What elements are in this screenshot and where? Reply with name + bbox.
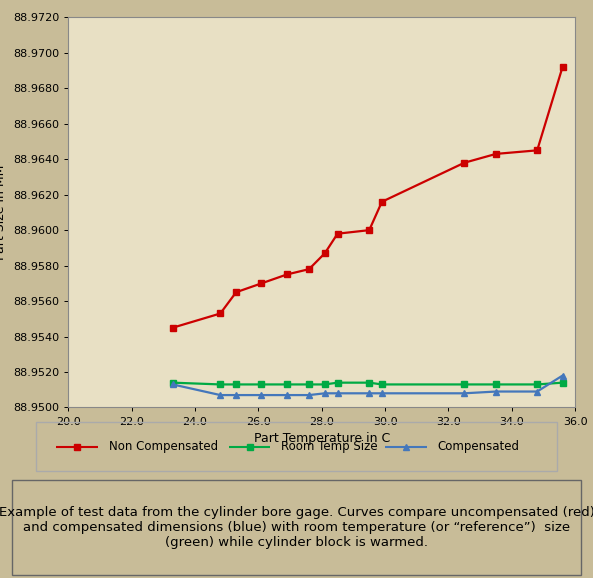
Non Compensated: [378, 198, 385, 205]
Text: Compensated: Compensated: [438, 440, 519, 453]
Compensated: [559, 372, 566, 379]
Non Compensated: [232, 289, 240, 296]
Compensated: [169, 381, 176, 388]
Compensated: [334, 390, 341, 397]
Room Temp Size: [169, 379, 176, 386]
Non Compensated: [321, 250, 329, 257]
Compensated: [378, 390, 385, 397]
Room Temp Size: [492, 381, 499, 388]
Compensated: [217, 392, 224, 399]
Compensated: [534, 388, 541, 395]
Line: Non Compensated: Non Compensated: [170, 64, 566, 331]
Compensated: [321, 390, 329, 397]
Room Temp Size: [283, 381, 291, 388]
Room Temp Size: [305, 381, 313, 388]
X-axis label: Part Temperature in C: Part Temperature in C: [254, 432, 390, 445]
Room Temp Size: [534, 381, 541, 388]
Compensated: [305, 392, 313, 399]
Text: Room Temp Size: Room Temp Size: [281, 440, 378, 453]
Non Compensated: [283, 271, 291, 278]
Non Compensated: [461, 160, 468, 166]
Room Temp Size: [366, 379, 373, 386]
Line: Room Temp Size: Room Temp Size: [170, 380, 566, 388]
Room Temp Size: [217, 381, 224, 388]
Compensated: [366, 390, 373, 397]
Compensated: [461, 390, 468, 397]
Non Compensated: [492, 150, 499, 157]
Non Compensated: [534, 147, 541, 154]
Room Temp Size: [378, 381, 385, 388]
Room Temp Size: [321, 381, 329, 388]
Line: Compensated: Compensated: [170, 372, 566, 398]
Non Compensated: [258, 280, 265, 287]
Compensated: [232, 392, 240, 399]
Room Temp Size: [258, 381, 265, 388]
Non Compensated: [217, 310, 224, 317]
Room Temp Size: [559, 379, 566, 386]
Room Temp Size: [461, 381, 468, 388]
Non Compensated: [366, 227, 373, 234]
Text: Example of test data from the cylinder bore gage. Curves compare uncompensated (: Example of test data from the cylinder b…: [0, 506, 593, 549]
Non Compensated: [334, 230, 341, 237]
Non Compensated: [169, 324, 176, 331]
Room Temp Size: [334, 379, 341, 386]
Y-axis label: Part Size in MM: Part Size in MM: [0, 165, 7, 260]
Text: Non Compensated: Non Compensated: [109, 440, 218, 453]
Compensated: [283, 392, 291, 399]
Non Compensated: [305, 266, 313, 273]
Compensated: [258, 392, 265, 399]
Non Compensated: [559, 64, 566, 71]
Compensated: [492, 388, 499, 395]
Room Temp Size: [232, 381, 240, 388]
